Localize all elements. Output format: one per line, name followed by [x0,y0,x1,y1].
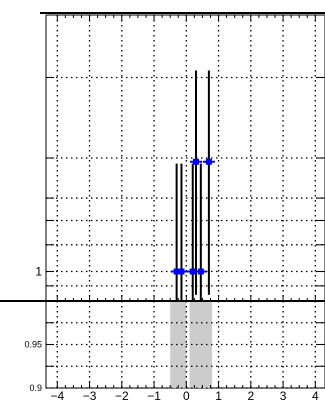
top-panel-marks [170,70,215,301]
bottom-x-tick-label: 3 [280,389,287,402]
bottom-panel-y-tick-labels: 0.95 0.9 [24,340,42,394]
bottom-x-tick-label: −1 [147,389,161,402]
top-panel-y-tick-labels: 1 [35,265,42,279]
top-panel: 1 [35,14,325,302]
bottom-y-tick-label: 0.95 [24,340,42,350]
bottom-panel: 0.95 0.9 −4 −3 −2 −1 0 1 2 3 4 [24,300,325,402]
bottom-y-tick-label: 0.9 [29,383,42,393]
bottom-x-tick-label: 0 [183,389,190,402]
bottom-x-tick-label: 1 [215,389,222,402]
bottom-x-tick-label: −3 [83,389,97,402]
bottom-x-tick-label: 4 [312,389,319,402]
bottom-x-tick-label: 2 [247,389,254,402]
ratio-bar [189,301,213,388]
top-panel-frame [45,14,325,302]
ratio-bar [170,301,187,388]
bottom-x-tick-label: −4 [50,389,64,402]
bottom-panel-ticks [46,300,325,389]
bottom-panel-x-tick-labels: −4 −3 −2 −1 0 1 2 3 4 [50,389,319,402]
bottom-x-tick-label: −2 [115,389,129,402]
top-y-tick-label: 1 [35,265,42,279]
